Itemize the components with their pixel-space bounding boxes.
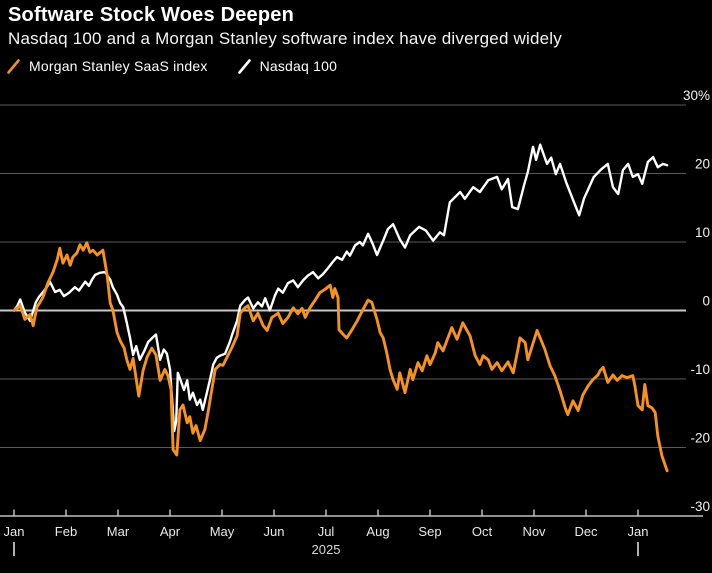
chart-header: Software Stock Woes Deepen Nasdaq 100 an…	[8, 3, 562, 49]
legend-slash-icon	[7, 58, 20, 74]
month-label: Jul	[318, 524, 335, 539]
legend-item-nasdaq-100: Nasdaq 100	[237, 58, 338, 74]
month-label: Sep	[418, 524, 441, 539]
month-label: Apr	[160, 524, 181, 539]
month-label: Feb	[55, 524, 77, 539]
saas-index-line	[12, 241, 669, 473]
month-label: Aug	[366, 524, 389, 539]
month-label: Oct	[472, 524, 493, 539]
month-label: Jan	[4, 524, 25, 539]
y-axis-label: -20	[690, 431, 710, 446]
y-axis-label: -30	[690, 499, 710, 514]
month-label: Mar	[107, 524, 130, 539]
chart-legend: Morgan Stanley SaaS index Nasdaq 100	[7, 58, 337, 74]
year-label: 2025	[312, 542, 341, 557]
y-axis-label: 30%	[683, 88, 710, 103]
month-label: Jan	[628, 524, 649, 539]
month-label: Dec	[574, 524, 598, 539]
y-axis-label: 0	[702, 294, 710, 309]
nasdaq-100-line	[12, 143, 669, 433]
legend-label-saas-index: Morgan Stanley SaaS index	[29, 58, 208, 74]
legend-label-nasdaq-100: Nasdaq 100	[259, 58, 338, 74]
legend-item-saas-index: Morgan Stanley SaaS index	[7, 58, 208, 74]
y-axis-label: -10	[690, 362, 710, 377]
month-label: Jun	[264, 524, 285, 539]
y-axis-label: 20	[695, 157, 710, 172]
chart-subtitle: Nasdaq 100 and a Morgan Stanley software…	[8, 29, 562, 48]
chart-title: Software Stock Woes Deepen	[8, 4, 295, 26]
legend-slash-icon	[237, 58, 251, 74]
month-label: May	[210, 524, 235, 539]
month-label: Nov	[522, 524, 546, 539]
y-axis-label: 10	[695, 225, 710, 240]
